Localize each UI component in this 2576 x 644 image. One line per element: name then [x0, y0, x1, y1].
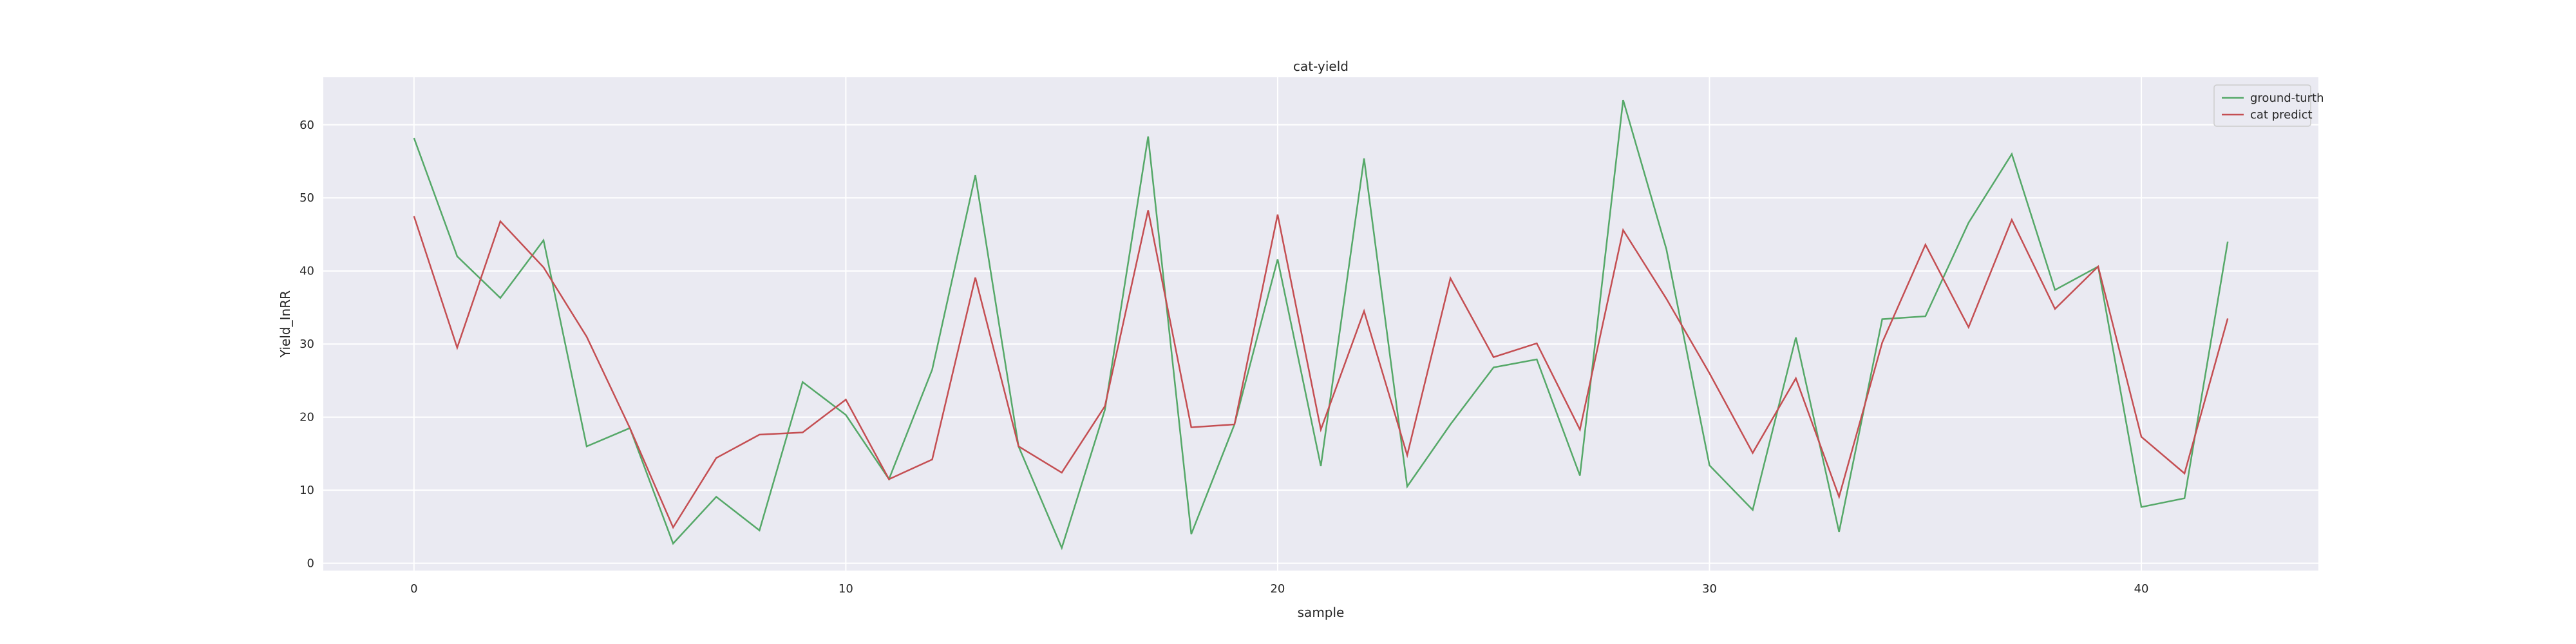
series-layer: [413, 99, 2229, 551]
x-axis-ticks: 0 10 20 30 40: [410, 582, 2148, 596]
series-line-ground-turth: [413, 99, 2229, 551]
x-tick-label: 10: [838, 582, 853, 596]
y-tick-label: 20: [299, 411, 314, 424]
y-tick-label: 60: [299, 118, 314, 132]
x-tick-label: 40: [2134, 582, 2149, 596]
legend-box: [2213, 84, 2311, 127]
x-tick-label: 0: [410, 582, 417, 596]
grid-lines: [323, 77, 2318, 571]
x-tick-label: 20: [1270, 582, 1285, 596]
series-line-cat-predict: [413, 210, 2229, 529]
legend: ground-turth cat predict: [2213, 84, 2324, 127]
y-tick-label: 30: [299, 337, 314, 351]
y-axis-label: Yield_InRR: [278, 290, 293, 358]
x-axis-label: sample: [1298, 605, 1345, 620]
y-tick-label: 0: [307, 557, 314, 571]
y-tick-label: 40: [299, 265, 314, 278]
chart-title: cat-yield: [1293, 59, 1349, 74]
y-tick-label: 50: [299, 191, 314, 205]
y-tick-label: 10: [299, 484, 314, 497]
y-axis-ticks: 0 10 20 30 40 50 60: [299, 118, 314, 571]
plot-area: [323, 77, 2318, 571]
x-tick-label: 30: [1702, 582, 1717, 596]
legend-entry: cat predict: [2250, 108, 2313, 122]
legend-entry: ground-turth: [2250, 91, 2324, 105]
